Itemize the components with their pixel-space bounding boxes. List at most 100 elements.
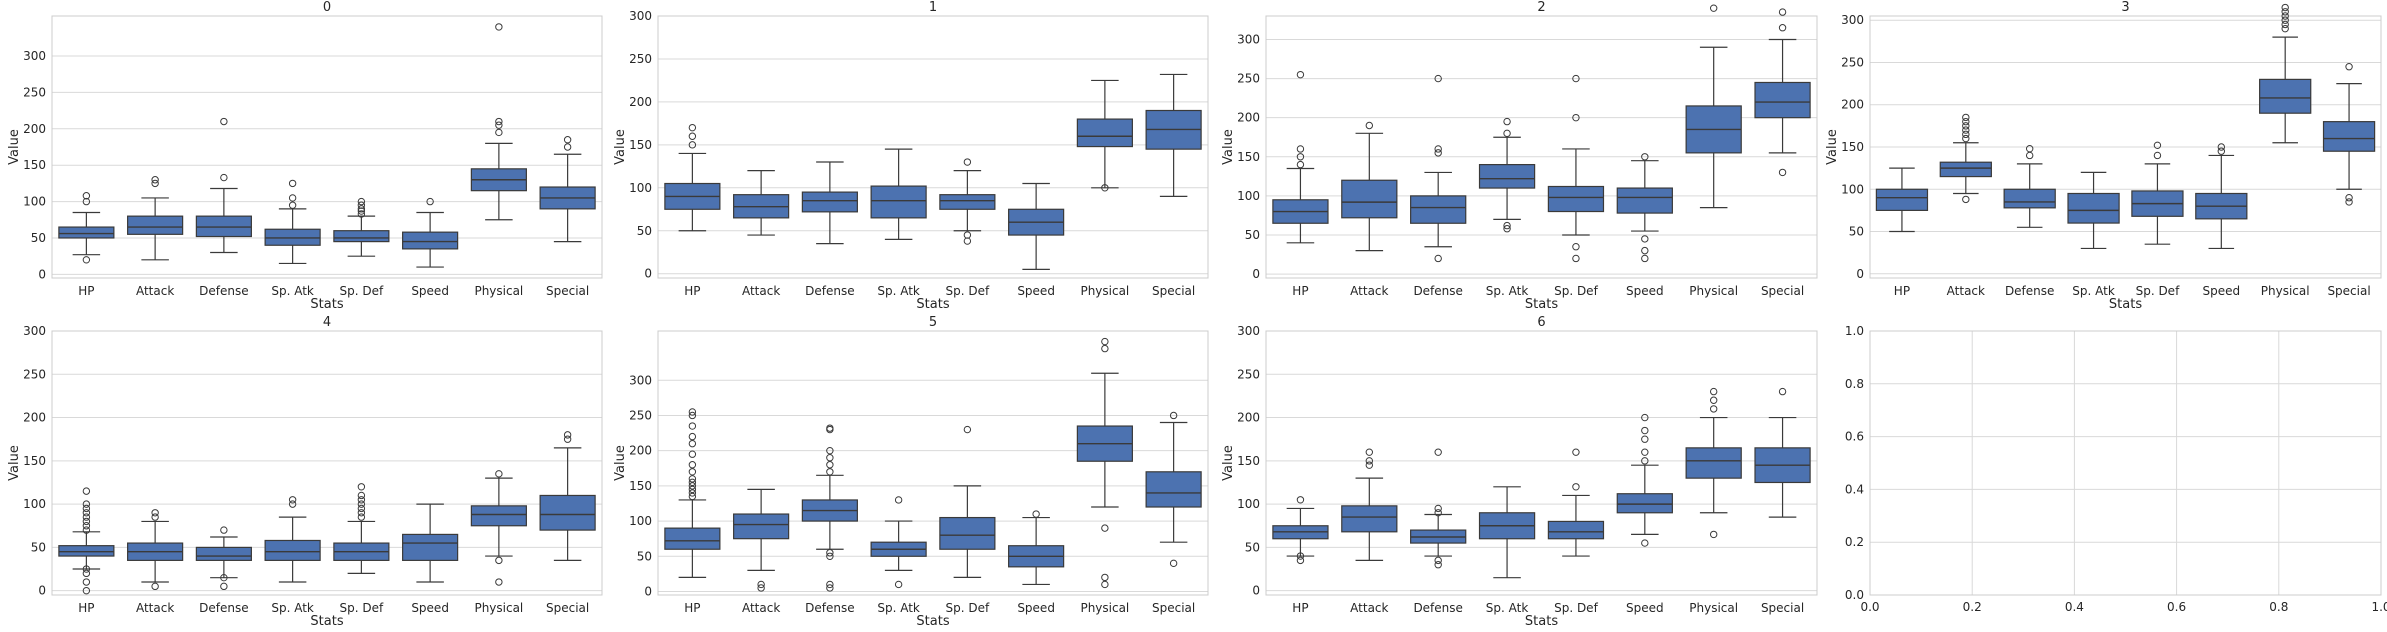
box-sp-atk	[264, 496, 321, 583]
panel-title: 6	[1537, 315, 1545, 330]
y-tick-label: 100	[23, 497, 46, 511]
outlier-point	[2345, 198, 2353, 206]
outlier-point	[151, 176, 159, 184]
x-tick-label: Attack	[1350, 601, 1388, 615]
y-tick-label: 100	[629, 514, 652, 528]
outlier-point	[688, 141, 697, 149]
outlier-point	[826, 461, 834, 469]
box-iqr	[2003, 188, 2056, 209]
y-tick-label: 0	[644, 267, 652, 281]
outlier-point	[1434, 561, 1442, 569]
outlier-point	[2153, 141, 2162, 150]
x-tick-label: Sp. Atk	[877, 284, 920, 298]
box-hp	[58, 192, 115, 264]
box-iqr	[1547, 520, 1605, 540]
box-special	[1145, 411, 1202, 568]
box-sp-def	[939, 425, 996, 579]
y-tick-label: 100	[629, 181, 652, 195]
box-iqr	[2067, 192, 2120, 224]
outlier-point	[1503, 225, 1511, 233]
box-iqr	[195, 546, 252, 561]
box-iqr	[539, 494, 596, 531]
y-tick-label: 50	[31, 540, 46, 554]
outlier-point	[688, 432, 697, 441]
outlier-point	[1434, 448, 1442, 456]
outlier-point	[826, 552, 834, 560]
outlier-point	[1101, 184, 1109, 192]
y-tick-label: 150	[629, 138, 652, 152]
y-tick-label: 150	[23, 454, 46, 468]
y-tick-label: 200	[23, 122, 46, 136]
x-tick-label: Defense	[1413, 284, 1462, 298]
x-axis-label: Stats	[310, 297, 343, 312]
panel-2: 0 50 100 150 200 250 300 2 Stats Value HP Attack Def…	[1221, 0, 1818, 312]
box-hp	[1272, 70, 1329, 244]
outlier-point	[495, 117, 503, 126]
outlier-point	[151, 179, 159, 188]
outlier-point	[1503, 117, 1511, 126]
outlier-point	[82, 578, 91, 586]
outlier-point	[1572, 448, 1580, 456]
x-tick-label: HP	[684, 601, 700, 615]
outlier-point	[495, 556, 503, 565]
outlier-point	[1101, 580, 1109, 589]
outlier-point	[1169, 559, 1178, 568]
box-special	[539, 136, 596, 243]
box-iqr	[1754, 81, 1811, 119]
box-iqr	[1939, 161, 1992, 178]
panel-title: 5	[929, 315, 937, 330]
x-tick-label: 0.6	[2167, 600, 2186, 614]
box-iqr	[1076, 118, 1133, 148]
x-tick-label: Special	[1152, 284, 1195, 298]
outlier-point	[2345, 194, 2353, 202]
outlier-point	[82, 509, 91, 517]
box-iqr	[939, 516, 996, 550]
outlier-point	[357, 205, 366, 213]
outlier-point	[2281, 8, 2289, 16]
box-physical	[1076, 337, 1133, 589]
box-sp-atk	[1478, 117, 1536, 233]
outlier-point	[826, 446, 834, 455]
x-tick-label: Defense	[2005, 284, 2054, 298]
box-sp-atk	[1478, 486, 1536, 579]
box-iqr	[733, 513, 790, 540]
outlier-point	[1709, 530, 1718, 539]
box-special	[539, 431, 596, 561]
box-physical	[1076, 79, 1133, 192]
outlier-point	[220, 117, 228, 126]
y-axis-label: Value	[1221, 129, 1236, 165]
box-speed	[1616, 413, 1673, 547]
x-tick-label: Attack	[1350, 284, 1388, 298]
outlier-point	[1572, 483, 1580, 491]
box-special	[2322, 63, 2376, 206]
y-tick-label: 150	[629, 479, 652, 493]
x-tick-label: Sp. Atk	[1486, 601, 1529, 615]
outlier-point	[826, 584, 834, 592]
outlier-point	[357, 197, 366, 206]
box-attack	[1341, 448, 1398, 561]
outlier-point	[495, 23, 503, 31]
outlier-point	[688, 450, 697, 458]
x-tick-label: Sp. Def	[340, 601, 384, 615]
outlier-point	[688, 492, 697, 501]
box-iqr	[801, 191, 858, 213]
outlier-point	[2025, 151, 2034, 160]
box-iqr	[402, 533, 459, 561]
x-tick-label: Speed	[1017, 284, 1055, 298]
outlier-point	[1296, 70, 1305, 79]
outlier-point	[1296, 160, 1305, 169]
y-tick-label: 50	[637, 549, 652, 563]
box-physical	[2259, 3, 2312, 144]
y-tick-label: 250	[1237, 72, 1260, 86]
panel-title: 4	[323, 315, 331, 330]
outlier-point	[151, 513, 159, 521]
x-tick-label: Special	[1152, 601, 1195, 615]
outlier-point	[757, 580, 765, 589]
x-tick-label: Physical	[2261, 284, 2310, 298]
x-axis-label: Stats	[1525, 614, 1558, 629]
x-tick-label: Physical	[1689, 284, 1738, 298]
y-axis-label: Value	[7, 129, 22, 165]
y-tick-label: 250	[1841, 55, 1864, 69]
y-tick-label: 50	[1849, 225, 1864, 239]
outlier-point	[1641, 413, 1649, 422]
